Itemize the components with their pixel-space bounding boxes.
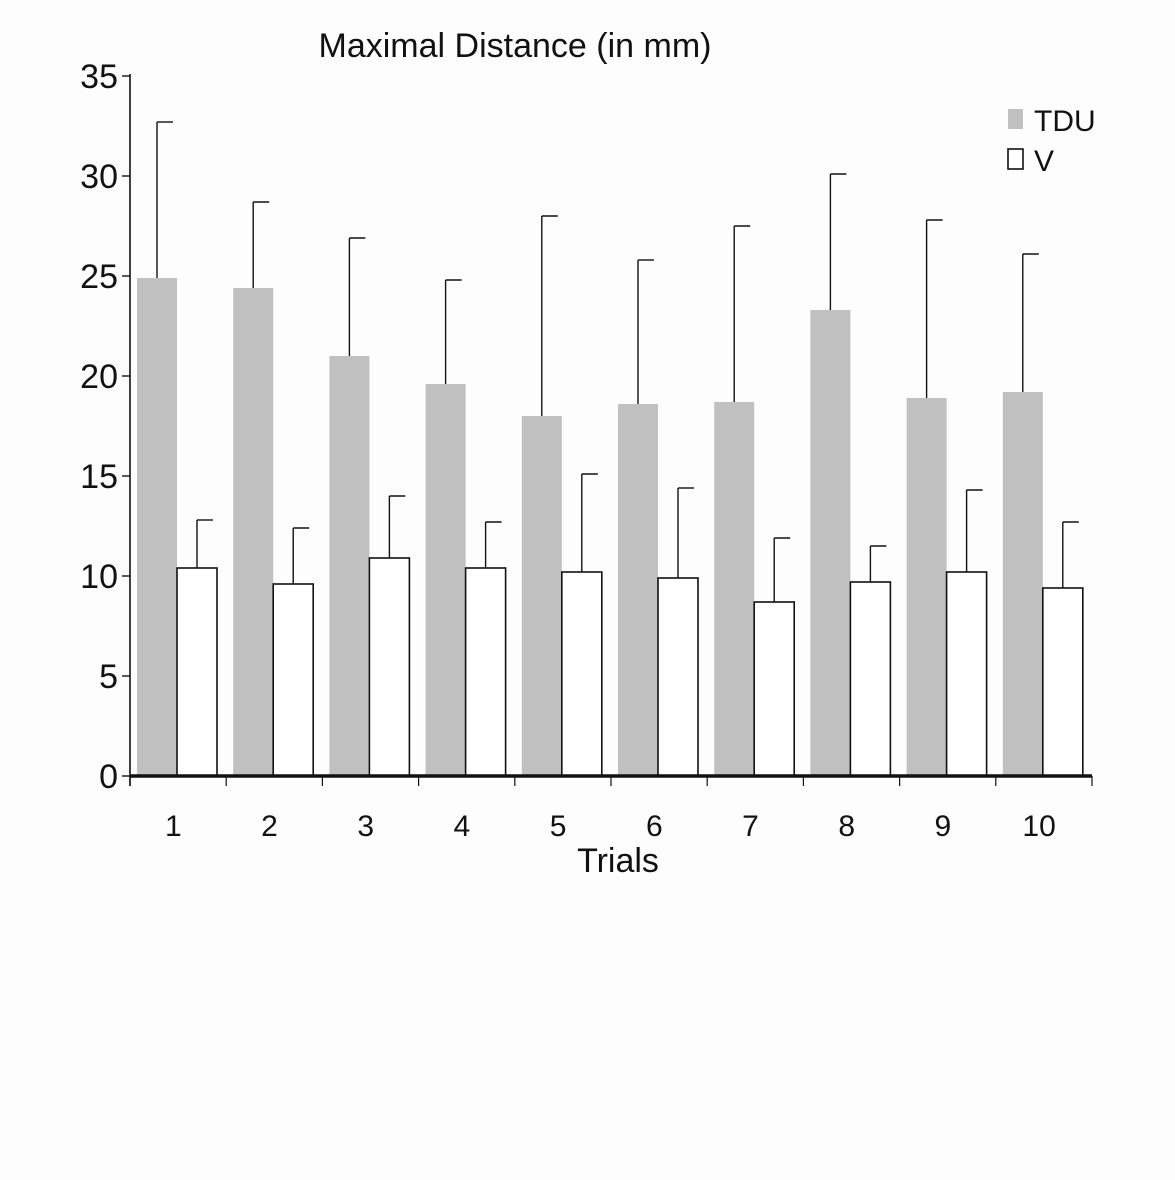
y-tick-label-10: 10: [80, 558, 118, 596]
y-tick-label-25: 25: [80, 258, 118, 296]
bar-tdu-5: [521, 416, 562, 776]
legend-label-v: V: [1034, 145, 1054, 178]
x-tick-label-3: 3: [357, 810, 374, 843]
bar-v-6: [657, 577, 699, 777]
y-tick-label-20: 20: [80, 358, 118, 396]
bar-tdu-9: [906, 398, 947, 776]
bar-tdu-10: [1002, 392, 1043, 776]
x-tick-label-8: 8: [838, 810, 855, 843]
bar-v-5: [560, 571, 603, 777]
x-tick-label-1: 1: [165, 810, 182, 843]
y-tick-label-15: 15: [80, 458, 118, 496]
bar-v-9: [945, 571, 988, 777]
legend: TDU V: [1007, 105, 1096, 178]
y-tick-label-5: 5: [99, 658, 118, 696]
bar-v-1: [176, 567, 218, 777]
bar-v-10: [1042, 587, 1084, 777]
x-tick-label-5: 5: [550, 810, 567, 843]
bar-tdu-2: [233, 288, 274, 776]
y-tick-label-0: 0: [99, 758, 118, 796]
x-axis-title: Trials: [577, 842, 659, 880]
bar-v-2: [272, 583, 315, 777]
bars-layer: [137, 278, 1084, 777]
bar-tdu-4: [425, 384, 466, 776]
error-bars-layer: [156, 121, 1079, 602]
bar-v-4: [464, 567, 507, 777]
bar-v-3: [368, 557, 411, 777]
bar-tdu-7: [714, 402, 755, 776]
legend-swatch-tdu: [1008, 109, 1023, 129]
x-tick-label-7: 7: [742, 810, 759, 843]
x-tick-label-9: 9: [935, 810, 952, 843]
x-tick-label-2: 2: [261, 810, 278, 843]
y-tick-label-35: 35: [80, 58, 118, 96]
y-tick-label-30: 30: [80, 158, 118, 196]
legend-label-tdu: TDU: [1034, 105, 1096, 138]
bar-tdu-1: [137, 278, 177, 776]
bar-tdu-6: [618, 404, 658, 776]
bar-tdu-3: [329, 356, 370, 776]
x-tick-labels: 1 2 3 4 5 6 7 8 9 10: [165, 810, 1056, 843]
bar-v-8: [849, 581, 892, 777]
x-tick-label-6: 6: [646, 810, 663, 843]
x-tick-label-4: 4: [454, 810, 471, 843]
bar-v-7: [753, 601, 796, 777]
chart-title: Maximal Distance (in mm): [319, 27, 712, 65]
y-tick-labels: 0 5 10 15 20 25 30 35: [80, 58, 118, 796]
bar-tdu-8: [810, 310, 851, 776]
x-tick-label-10: 10: [1022, 810, 1055, 843]
axes-layer: [122, 74, 1093, 786]
legend-swatch-v: [1007, 148, 1024, 170]
